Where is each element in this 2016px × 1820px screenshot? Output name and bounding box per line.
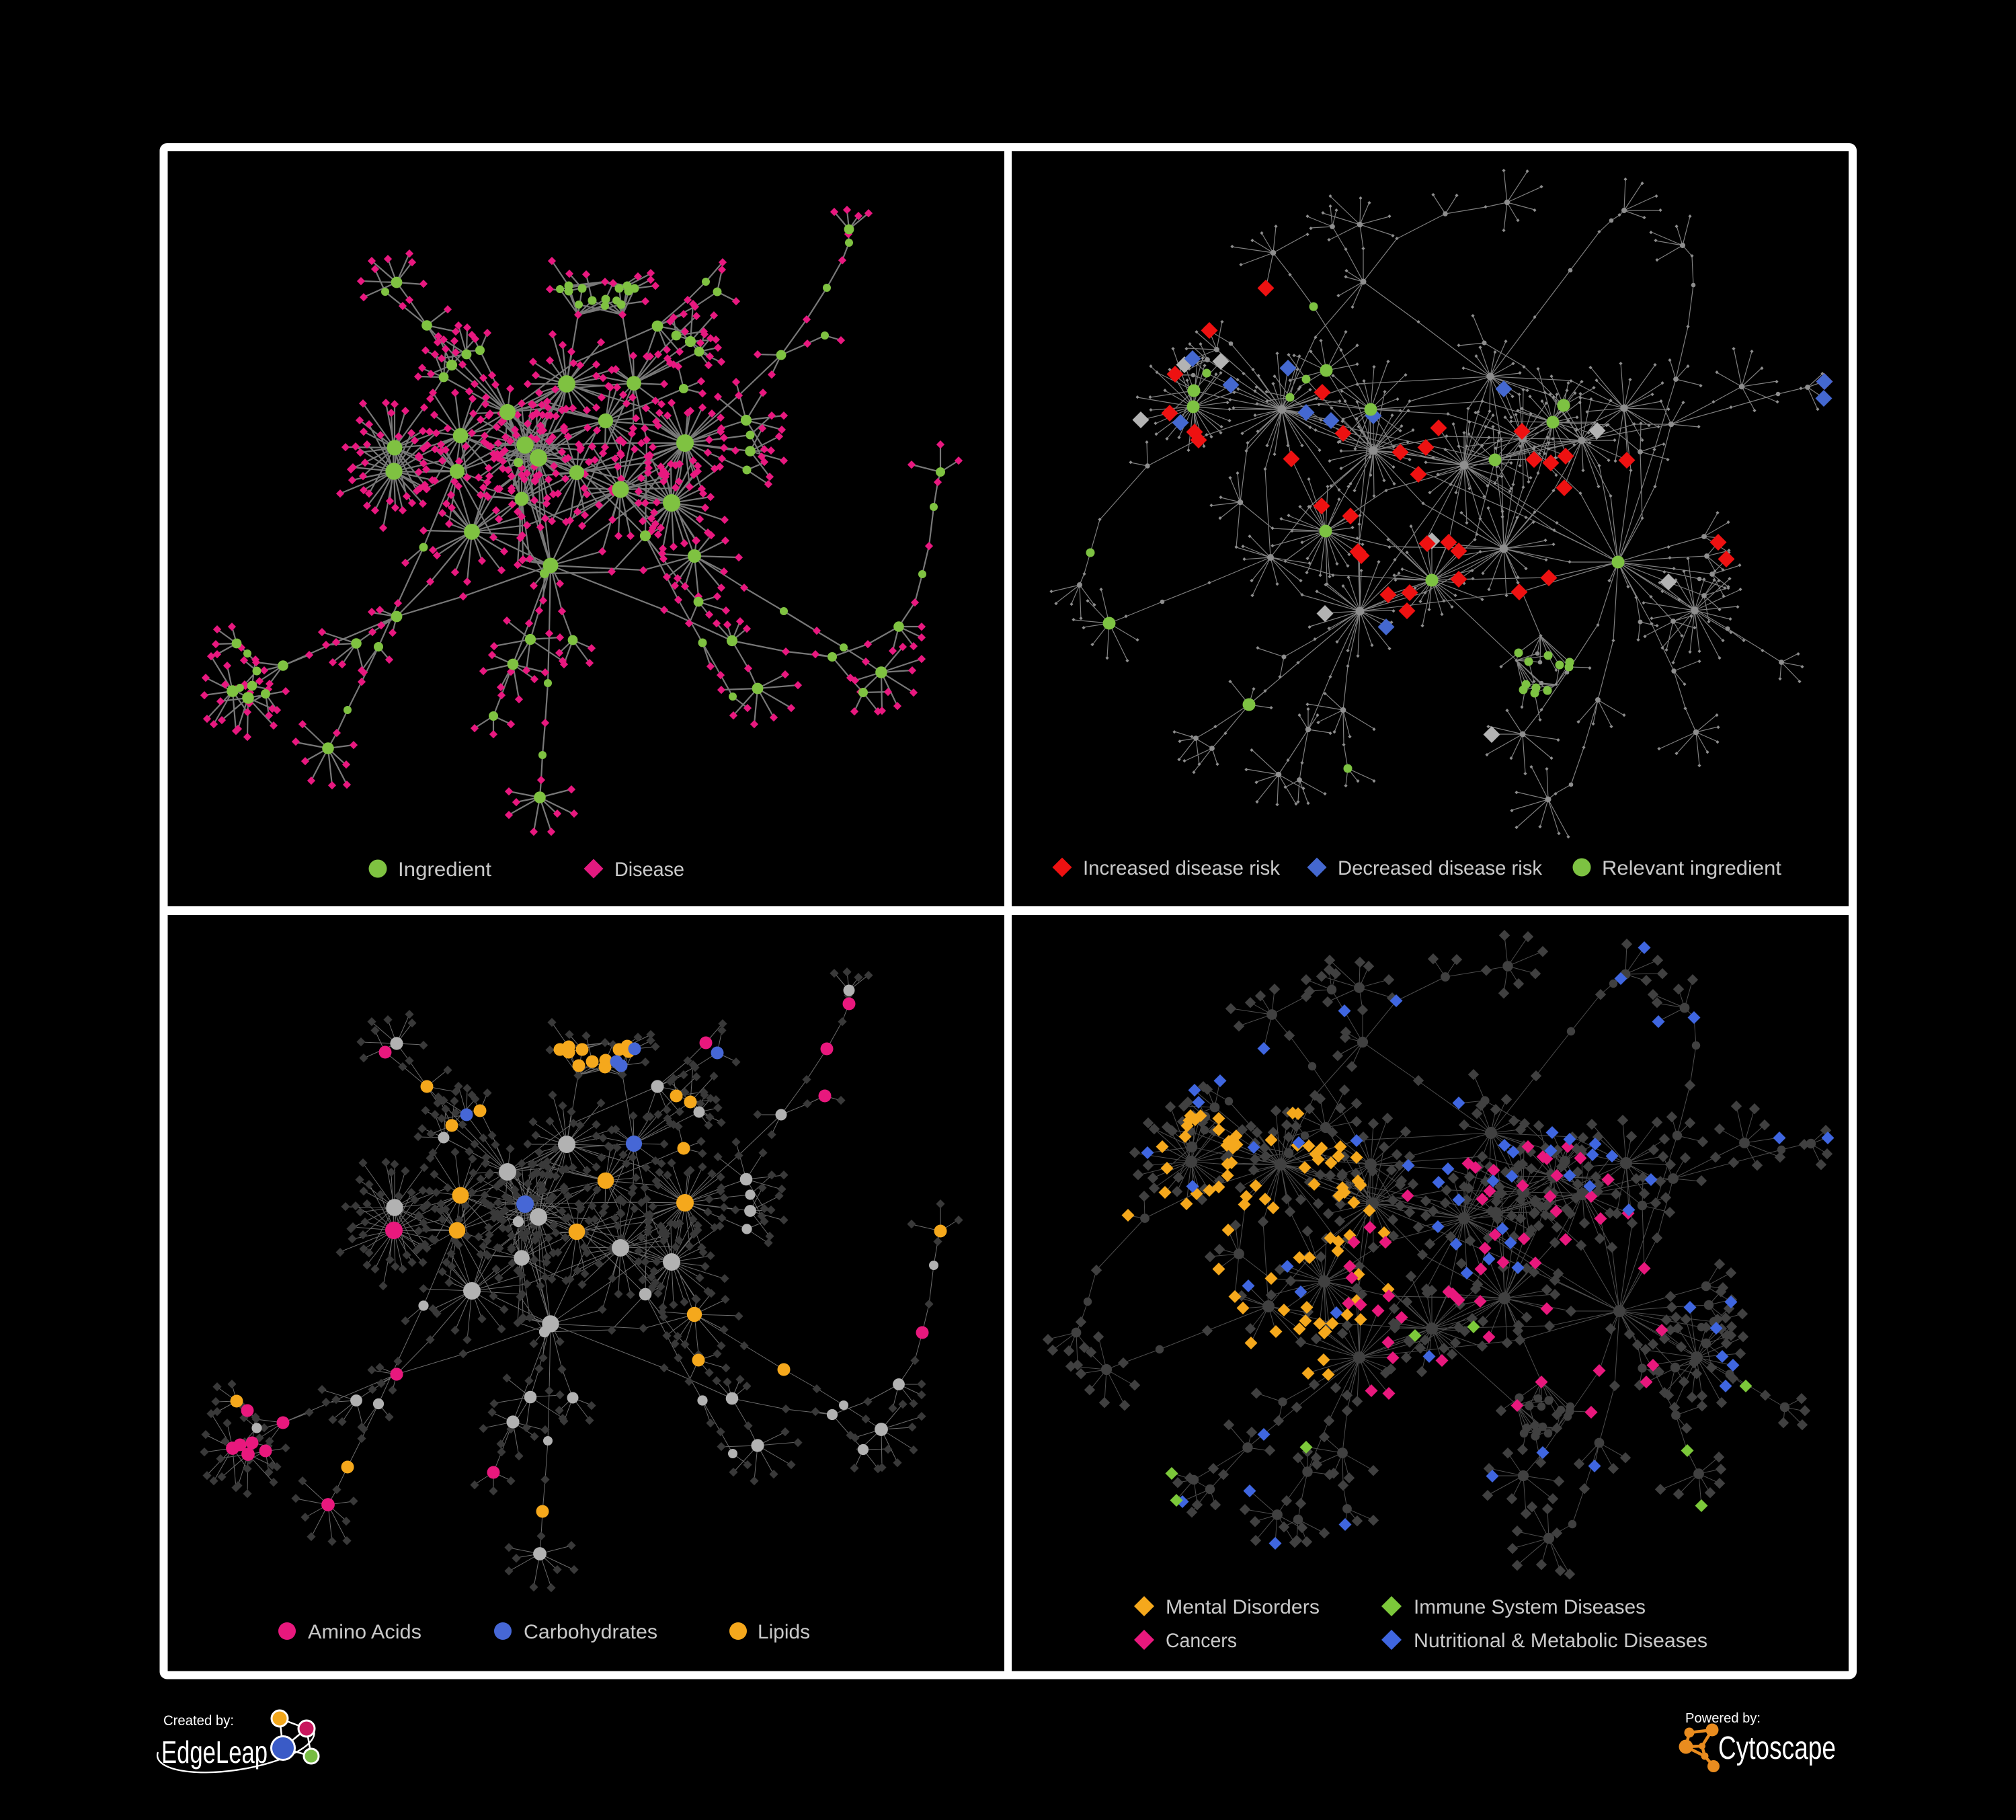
svg-text:EdgeLeap: EdgeLeap [161, 1735, 268, 1770]
svg-text:Created by:: Created by: [163, 1713, 234, 1729]
svg-text:Powered by:: Powered by: [1685, 1711, 1761, 1726]
svg-text:Disease: Disease [614, 859, 684, 881]
svg-text:Nutritional & Metabolic Diseas: Nutritional & Metabolic Diseases [1414, 1630, 1707, 1652]
svg-text:Carbohydrates: Carbohydrates [524, 1621, 657, 1643]
svg-text:Immune System Diseases: Immune System Diseases [1414, 1596, 1646, 1618]
svg-text:Lipids: Lipids [758, 1621, 810, 1643]
svg-text:Decreased disease risk: Decreased disease risk [1338, 857, 1543, 879]
svg-text:Cancers: Cancers [1166, 1630, 1237, 1652]
svg-text:Mental Disorders: Mental Disorders [1166, 1596, 1320, 1618]
svg-text:Increased disease risk: Increased disease risk [1083, 857, 1281, 879]
svg-text:Cytoscape: Cytoscape [1718, 1731, 1836, 1766]
svg-text:Ingredient: Ingredient [398, 859, 492, 881]
svg-text:Amino Acids: Amino Acids [308, 1621, 421, 1643]
svg-text:Relevant ingredient: Relevant ingredient [1602, 857, 1782, 879]
